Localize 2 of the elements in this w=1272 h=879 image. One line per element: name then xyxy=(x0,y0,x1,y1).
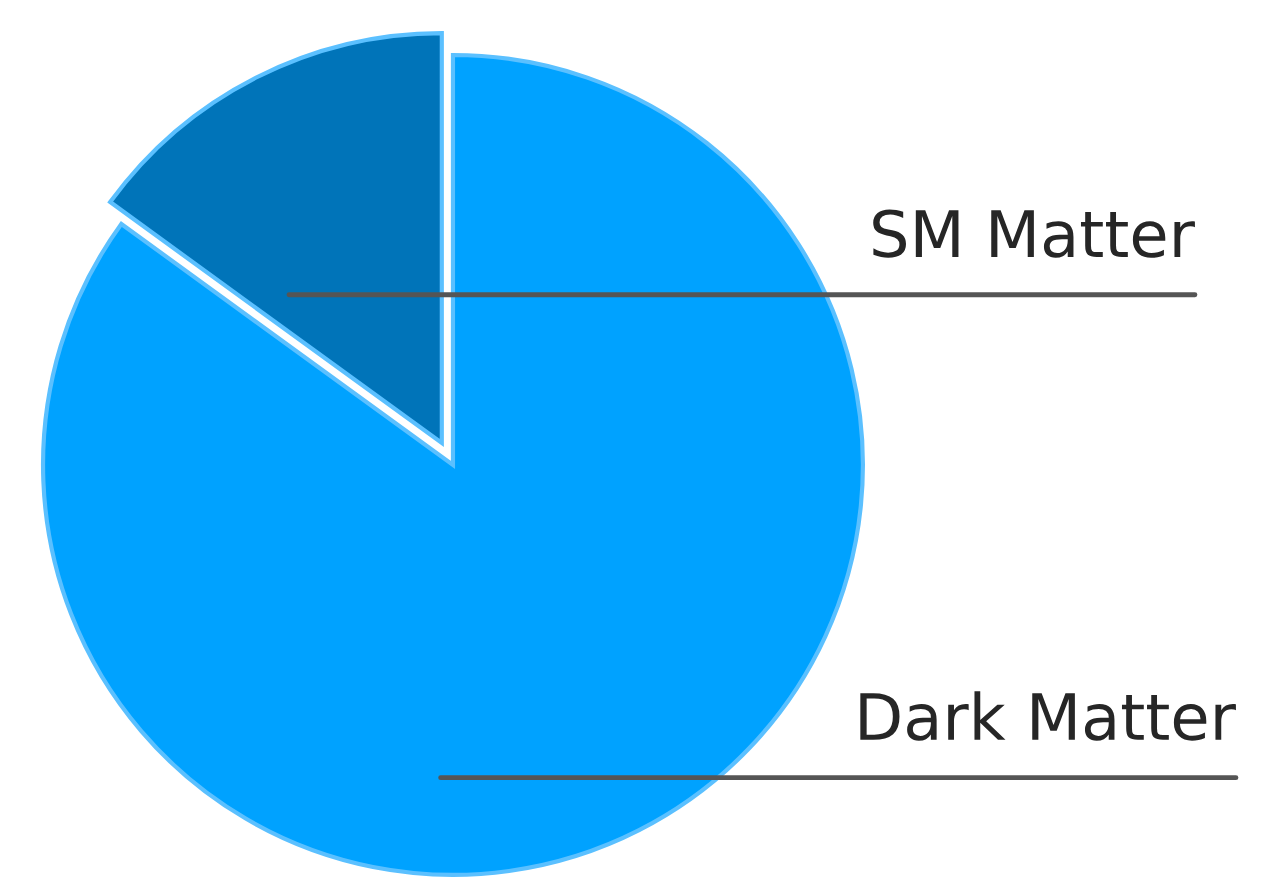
slice-label: SM Matter xyxy=(873,209,1195,258)
slice-label: Dark Matter xyxy=(860,691,1236,741)
